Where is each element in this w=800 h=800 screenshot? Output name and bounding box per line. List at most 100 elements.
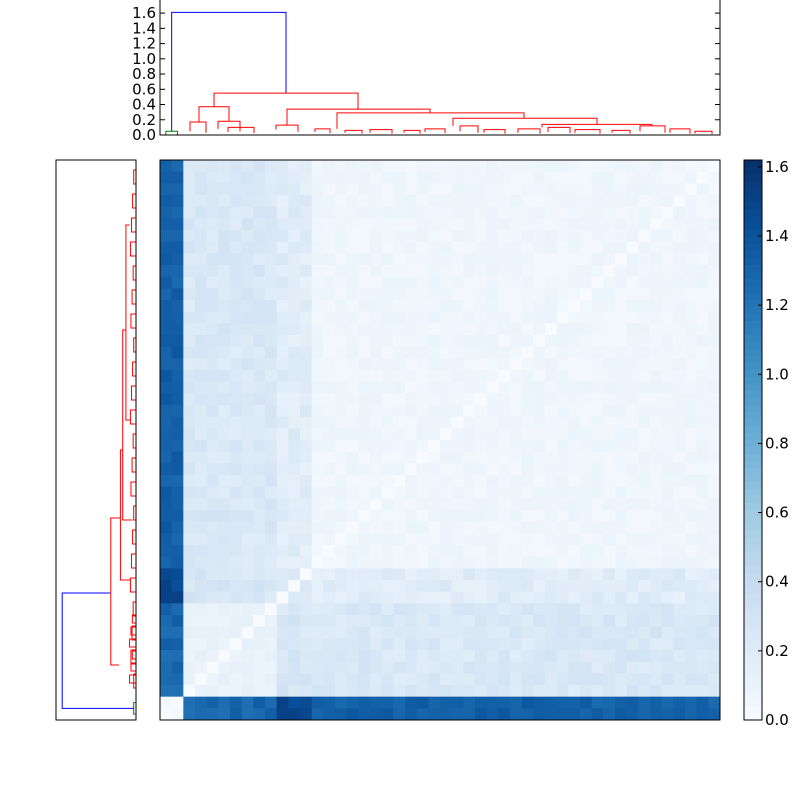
heatmap-cell [335, 521, 348, 534]
dendrogram-link [133, 505, 136, 521]
heatmap-cell [195, 638, 208, 651]
heatmap-cell [533, 405, 546, 418]
heatmap-cell [545, 265, 558, 278]
heatmap-cell [475, 568, 488, 581]
heatmap-cell [498, 288, 511, 301]
heatmap-cell [696, 673, 709, 686]
heatmap-cell [591, 323, 604, 336]
heatmap-cell [626, 475, 639, 488]
heatmap-cell [206, 311, 219, 324]
heatmap-cell [463, 696, 476, 709]
heatmap-cell [661, 171, 674, 184]
heatmap-cell [556, 626, 569, 639]
heatmap-cell [253, 510, 266, 523]
heatmap-cell [451, 405, 464, 418]
heatmap-cell [650, 206, 663, 219]
heatmap-cell [626, 206, 639, 219]
heatmap-cell [650, 265, 663, 278]
heatmap-cell [708, 685, 721, 698]
heatmap-cell [661, 241, 674, 254]
heatmap-cell [486, 580, 499, 593]
heatmap-cell [568, 603, 581, 616]
heatmap-cell [451, 230, 464, 243]
heatmap-cell [323, 475, 336, 488]
heatmap-cell [288, 510, 301, 523]
heatmap-cell [311, 253, 324, 266]
heatmap-cell [405, 253, 418, 266]
heatmap-cell [626, 533, 639, 546]
heatmap-cell [346, 276, 359, 289]
dendrogram-link [336, 112, 525, 129]
heatmap-cell [498, 195, 511, 208]
heatmap-cell [603, 206, 616, 219]
heatmap-cell [615, 626, 628, 639]
heatmap-cell [626, 498, 639, 511]
heatmap-cell [451, 463, 464, 476]
heatmap-cell [650, 673, 663, 686]
heatmap-cell [685, 708, 698, 721]
heatmap-cell [393, 335, 406, 348]
heatmap-cell [416, 416, 429, 429]
heatmap-cell [440, 218, 453, 231]
heatmap-cell [510, 206, 523, 219]
heatmap-cell [335, 381, 348, 394]
colorbar-segment [744, 209, 762, 217]
heatmap-cell [230, 626, 243, 639]
heatmap-cell [440, 346, 453, 359]
heatmap-cell [323, 218, 336, 231]
heatmap-cell [370, 580, 383, 593]
heatmap-cell [708, 615, 721, 628]
heatmap-cell [510, 603, 523, 616]
heatmap-cell [673, 265, 686, 278]
heatmap-cell [580, 323, 593, 336]
heatmap-cell [218, 241, 231, 254]
heatmap-cell [440, 230, 453, 243]
colorbar-segment [744, 377, 762, 385]
dendrogram-link [483, 129, 506, 134]
heatmap-cell [580, 696, 593, 709]
heatmap-cell [241, 171, 254, 184]
heatmap-cell [603, 288, 616, 301]
heatmap-cell [510, 498, 523, 511]
heatmap-cell [486, 650, 499, 663]
heatmap-cell [393, 416, 406, 429]
heatmap-cell [160, 696, 173, 709]
heatmap-cell [218, 230, 231, 243]
heatmap-cell [346, 206, 359, 219]
heatmap-cell [230, 533, 243, 546]
heatmap-cell [416, 673, 429, 686]
heatmap-cell [533, 253, 546, 266]
heatmap-cell [206, 300, 219, 313]
heatmap-cell [533, 451, 546, 464]
heatmap-cell [568, 428, 581, 441]
heatmap-cell [241, 218, 254, 231]
heatmap-cell [370, 486, 383, 499]
heatmap-cell [463, 335, 476, 348]
heatmap-cell [615, 171, 628, 184]
heatmap-cell [533, 463, 546, 476]
heatmap-cell [463, 475, 476, 488]
heatmap-cell [171, 370, 184, 383]
heatmap-cell [615, 288, 628, 301]
heatmap-cell [160, 638, 173, 651]
heatmap-cell [171, 183, 184, 196]
heatmap-cell [463, 545, 476, 558]
colorbar-segment [744, 699, 762, 707]
heatmap-cell [661, 615, 674, 628]
heatmap-cell [615, 195, 628, 208]
heatmap-cell [591, 300, 604, 313]
heatmap-cell [451, 440, 464, 453]
heatmap-cell [335, 603, 348, 616]
heatmap-cell [591, 603, 604, 616]
heatmap-cell [370, 428, 383, 441]
heatmap-cell [335, 323, 348, 336]
heatmap-cell [311, 381, 324, 394]
heatmap-cell [405, 475, 418, 488]
heatmap-cell [183, 521, 196, 534]
heatmap-cell [498, 206, 511, 219]
heatmap-cell [428, 580, 441, 593]
heatmap-cell [195, 300, 208, 313]
heatmap-cell [661, 591, 674, 604]
heatmap-cell [475, 300, 488, 313]
heatmap-cell [171, 241, 184, 254]
